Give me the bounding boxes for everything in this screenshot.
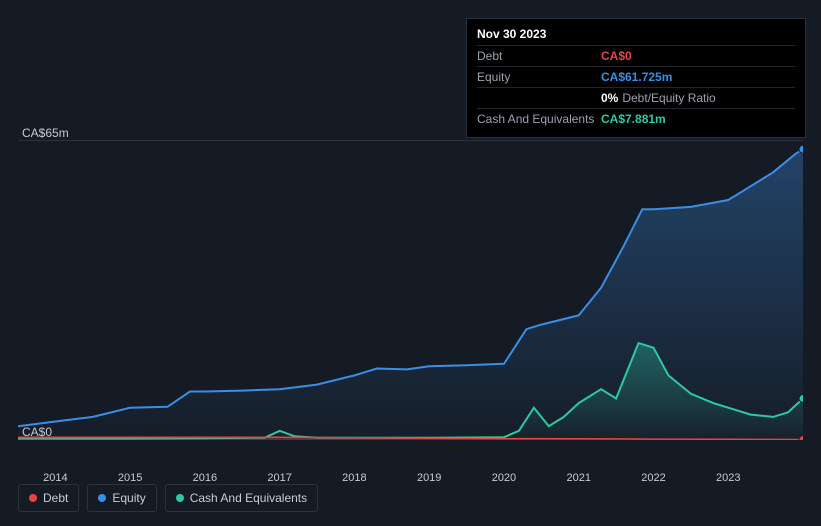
legend-label: Debt: [43, 491, 68, 505]
legend-dot-icon: [98, 494, 106, 502]
legend: Debt Equity Cash And Equivalents: [18, 484, 318, 512]
x-tick: 2014: [43, 472, 67, 484]
legend-label: Cash And Equivalents: [190, 491, 307, 505]
chart-area[interactable]: [18, 140, 803, 440]
tooltip-row: DebtCA$0: [477, 45, 795, 66]
x-tick: 2016: [193, 472, 217, 484]
x-tick: 2023: [716, 472, 740, 484]
x-tick: 2015: [118, 472, 142, 484]
y-axis-max: CA$65m: [22, 126, 69, 140]
hover-tooltip: Nov 30 2023 DebtCA$0EquityCA$61.725m0%De…: [466, 18, 806, 138]
tooltip-row: EquityCA$61.725m: [477, 66, 795, 87]
x-tick: 2021: [566, 472, 590, 484]
x-tick: 2022: [641, 472, 665, 484]
tooltip-row: Cash And EquivalentsCA$7.881m: [477, 108, 795, 129]
x-tick: 2020: [492, 472, 516, 484]
marker-cash: [799, 394, 803, 402]
legend-item-cash-and-equivalents[interactable]: Cash And Equivalents: [165, 484, 318, 512]
x-tick: 2019: [417, 472, 441, 484]
legend-dot-icon: [29, 494, 37, 502]
legend-dot-icon: [176, 494, 184, 502]
marker-equity: [799, 145, 803, 153]
legend-label: Equity: [112, 491, 145, 505]
legend-item-equity[interactable]: Equity: [87, 484, 156, 512]
x-tick: 2018: [342, 472, 366, 484]
tooltip-row: 0%Debt/Equity Ratio: [477, 87, 795, 108]
legend-item-debt[interactable]: Debt: [18, 484, 79, 512]
tooltip-date: Nov 30 2023: [477, 27, 795, 41]
x-tick: 2017: [267, 472, 291, 484]
